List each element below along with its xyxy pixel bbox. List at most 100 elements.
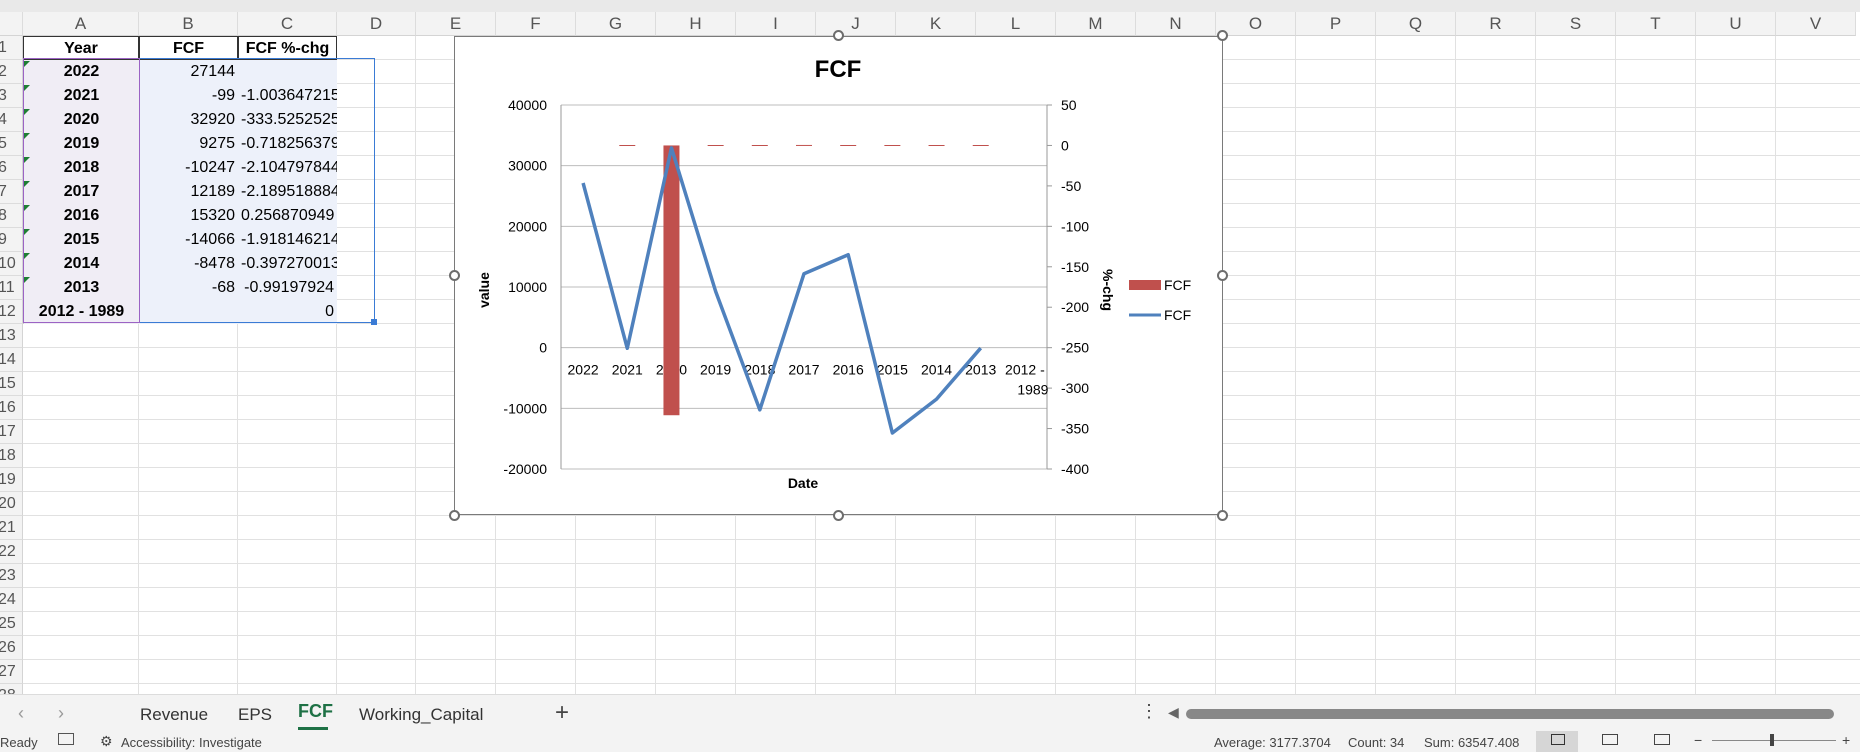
fcf-chg-cell[interactable]: -0.718256379 [238,132,337,156]
fcf-chg-cell[interactable] [238,60,337,84]
column-header[interactable]: B [139,12,238,36]
column-header[interactable]: E [416,12,496,36]
year-cell[interactable]: 2022 [23,60,139,84]
tab-eps[interactable]: EPS [238,705,273,724]
next-sheet-icon[interactable]: › [58,703,64,723]
row-header[interactable]: 20 [0,492,23,516]
row-header[interactable]: 13 [0,324,23,348]
column-header[interactable]: S [1536,12,1616,36]
zoom-out-icon[interactable]: − [1694,732,1703,748]
chart-resize-handle-tm[interactable] [833,30,844,41]
year-cell[interactable]: 2012 - 1989 [23,300,139,324]
year-cell[interactable]: 2020 [23,108,139,132]
year-cell[interactable]: 2021 [23,84,139,108]
row-header[interactable]: 19 [0,468,23,492]
column-header[interactable]: L [976,12,1056,36]
zoom-slider[interactable] [1712,740,1836,741]
fcf-chg-cell[interactable]: 0.256870949 [238,204,337,228]
row-header[interactable]: 1 [0,36,23,60]
year-cell[interactable]: 2019 [23,132,139,156]
year-cell[interactable]: 2017 [23,180,139,204]
row-header[interactable]: 10 [0,252,23,276]
column-header[interactable]: R [1456,12,1536,36]
column-header[interactable]: O [1216,12,1296,36]
prev-sheet-icon[interactable]: ‹ [18,703,24,723]
row-header[interactable]: 14 [0,348,23,372]
column-header[interactable]: C [238,12,337,36]
select-all-corner[interactable] [0,12,23,36]
fcf-value-cell[interactable]: -99 [139,84,238,108]
column-header[interactable]: G [576,12,656,36]
year-cell[interactable]: 2014 [23,252,139,276]
fcf-value-cell[interactable]: -14066 [139,228,238,252]
fcf-value-cell[interactable]: 15320 [139,204,238,228]
row-header[interactable]: 21 [0,516,23,540]
fcf-chg-cell[interactable]: -0.397270013 [238,252,337,276]
column-header[interactable]: K [896,12,976,36]
column-header[interactable]: J [816,12,896,36]
row-header[interactable]: 2 [0,60,23,84]
row-header[interactable]: 24 [0,588,23,612]
column-header[interactable]: V [1776,12,1856,36]
more-options-icon[interactable]: ⋮ [1140,701,1158,721]
table-header-cell[interactable]: Year [23,36,139,60]
column-header[interactable]: H [656,12,736,36]
chart-resize-handle-br[interactable] [1217,510,1228,521]
column-header[interactable]: P [1296,12,1376,36]
row-header[interactable]: 22 [0,540,23,564]
fcf-chg-cell[interactable]: -0.99197924 [238,276,337,300]
fcf-value-cell[interactable]: 9275 [139,132,238,156]
fcf-value-cell[interactable]: 12189 [139,180,238,204]
column-header[interactable]: U [1696,12,1776,36]
column-header[interactable]: A [23,12,139,36]
fcf-chg-cell[interactable]: 0 [238,300,337,324]
zoom-slider-thumb[interactable] [1770,734,1774,746]
column-header[interactable]: D [337,12,416,36]
page-break-icon[interactable] [1654,734,1670,745]
chart-resize-handle-mr[interactable] [1217,270,1228,281]
fcf-value-cell[interactable]: 27144 [139,60,238,84]
year-cell[interactable]: 2018 [23,156,139,180]
row-header[interactable]: 27 [0,660,23,684]
row-header[interactable]: 28 [0,684,23,694]
row-header[interactable]: 23 [0,564,23,588]
fcf-value-cell[interactable]: -10247 [139,156,238,180]
column-header[interactable]: I [736,12,816,36]
row-header[interactable]: 11 [0,276,23,300]
year-cell[interactable]: 2016 [23,204,139,228]
fill-handle[interactable] [371,319,377,325]
row-header[interactable]: 5 [0,132,23,156]
column-header[interactable]: M [1056,12,1136,36]
chart-object[interactable]: FCF value %-chg Date 40000 30000 20000 1000… [454,36,1223,515]
row-header[interactable]: 17 [0,420,23,444]
fcf-chg-cell[interactable]: -2.104797844 [238,156,337,180]
page-layout-icon[interactable] [1602,734,1618,745]
normal-view-icon[interactable] [1536,731,1578,752]
row-header[interactable]: 25 [0,612,23,636]
scroll-left-icon[interactable]: ◀ [1168,704,1179,720]
chart-resize-handle-tl[interactable] [449,270,460,281]
fcf-value-cell[interactable]: -68 [139,276,238,300]
fcf-chg-cell[interactable]: -1.003647215 [238,84,337,108]
add-sheet-button[interactable]: + [555,699,570,726]
fcf-chg-cell[interactable]: -333.5252525 [238,108,337,132]
fcf-value-cell[interactable]: 32920 [139,108,238,132]
fcf-chg-cell[interactable]: -1.918146214 [238,228,337,252]
zoom-in-icon[interactable]: + [1842,732,1851,748]
tab-fcf[interactable]: FCF [298,701,333,721]
fcf-chg-cell[interactable]: -2.189518884 [238,180,337,204]
tab-working-capital[interactable]: Working_Capital [359,705,484,724]
column-header[interactable]: N [1136,12,1216,36]
row-header[interactable]: 18 [0,444,23,468]
column-header[interactable]: Q [1376,12,1456,36]
chart-resize-handle-tr[interactable] [1217,30,1228,41]
row-header[interactable]: 6 [0,156,23,180]
accessibility-icon[interactable]: ⚙ [100,733,113,749]
fcf-value-cell[interactable] [139,300,238,324]
accessibility-status[interactable]: Accessibility: Investigate [121,735,262,750]
year-cell[interactable]: 2015 [23,228,139,252]
row-header[interactable]: 7 [0,180,23,204]
row-header[interactable]: 8 [0,204,23,228]
row-header[interactable]: 15 [0,372,23,396]
